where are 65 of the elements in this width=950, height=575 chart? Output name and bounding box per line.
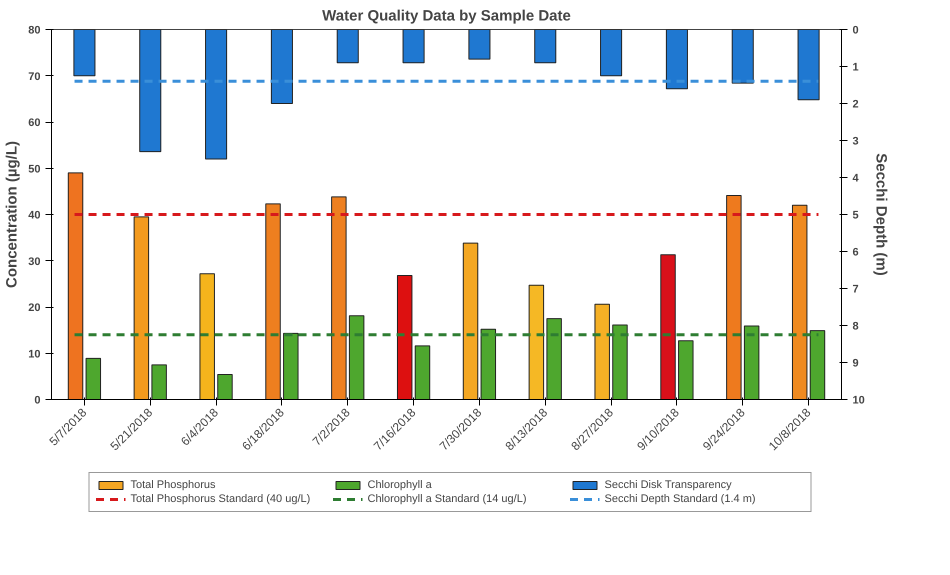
bar — [546, 318, 562, 400]
bar — [678, 340, 694, 400]
bar — [612, 324, 628, 400]
legend-label: Total Phosphorus — [130, 479, 216, 491]
y2-tick-label: 1 — [852, 62, 859, 74]
bar — [534, 30, 556, 64]
bar — [217, 374, 233, 400]
y-axis-title: Concentration (µg/L) — [3, 141, 20, 288]
bar — [660, 254, 676, 400]
y2-tick-label: 7 — [852, 284, 859, 296]
y2-tick-label: 4 — [852, 172, 860, 184]
bar — [414, 345, 430, 400]
bar — [283, 332, 299, 400]
y2-tick-label: 8 — [852, 320, 859, 332]
y-tick-label: 70 — [28, 70, 41, 83]
bar — [480, 328, 496, 400]
bar — [798, 30, 820, 100]
bar — [199, 273, 215, 400]
y-tick-label: 50 — [28, 163, 41, 176]
y2-tick-label: 3 — [852, 136, 859, 148]
y2-tick-label: 0 — [852, 24, 859, 36]
y2-axis-title: Secchi Depth (m) — [872, 153, 890, 276]
chart-title: Water Quality Data by Sample Date — [322, 8, 571, 24]
bar — [402, 30, 425, 64]
legend-label: Chlorophyll a Standard (14 ug/L) — [368, 493, 528, 505]
bar — [134, 216, 150, 400]
bar — [396, 275, 412, 400]
bar — [666, 30, 688, 90]
bar — [86, 358, 102, 400]
legend-label: Secchi Depth Standard (1.4 m) — [604, 493, 757, 505]
y2-tick-label: 9 — [852, 358, 859, 370]
bar — [139, 30, 162, 152]
bar — [726, 195, 742, 400]
y-tick-label: 60 — [28, 117, 41, 129]
y-tick-label: 0 — [34, 394, 41, 406]
bar — [600, 30, 622, 76]
bar — [331, 196, 347, 400]
bar — [792, 204, 808, 400]
y2-tick-label: 5 — [852, 210, 859, 222]
bar — [336, 30, 359, 64]
bar — [348, 315, 364, 400]
bar — [744, 325, 760, 400]
bar — [732, 30, 754, 84]
y-tick-label: 10 — [28, 348, 41, 360]
legend-label: Secchi Disk Transparency — [604, 479, 733, 491]
bar — [205, 30, 228, 160]
bar — [73, 30, 96, 76]
bar — [270, 30, 293, 104]
legend-label: Chlorophyll a — [368, 479, 433, 491]
bar — [462, 242, 478, 400]
y-tick-label: 30 — [28, 256, 41, 268]
y-tick-label: 40 — [28, 210, 41, 222]
y2-tick-label: 6 — [852, 246, 859, 258]
bar — [810, 330, 826, 400]
y-tick-label: 20 — [28, 302, 41, 314]
y-tick-label: 80 — [28, 24, 41, 36]
bar — [528, 284, 544, 400]
bar — [68, 172, 84, 400]
legend-label: Total Phosphorus Standard (40 ug/L) — [130, 493, 312, 505]
bar — [594, 304, 610, 400]
y2-tick-label: 2 — [852, 98, 859, 110]
y2-tick-label: 10 — [852, 394, 865, 406]
bar — [265, 203, 281, 400]
bar — [468, 30, 490, 60]
bar — [151, 364, 167, 400]
